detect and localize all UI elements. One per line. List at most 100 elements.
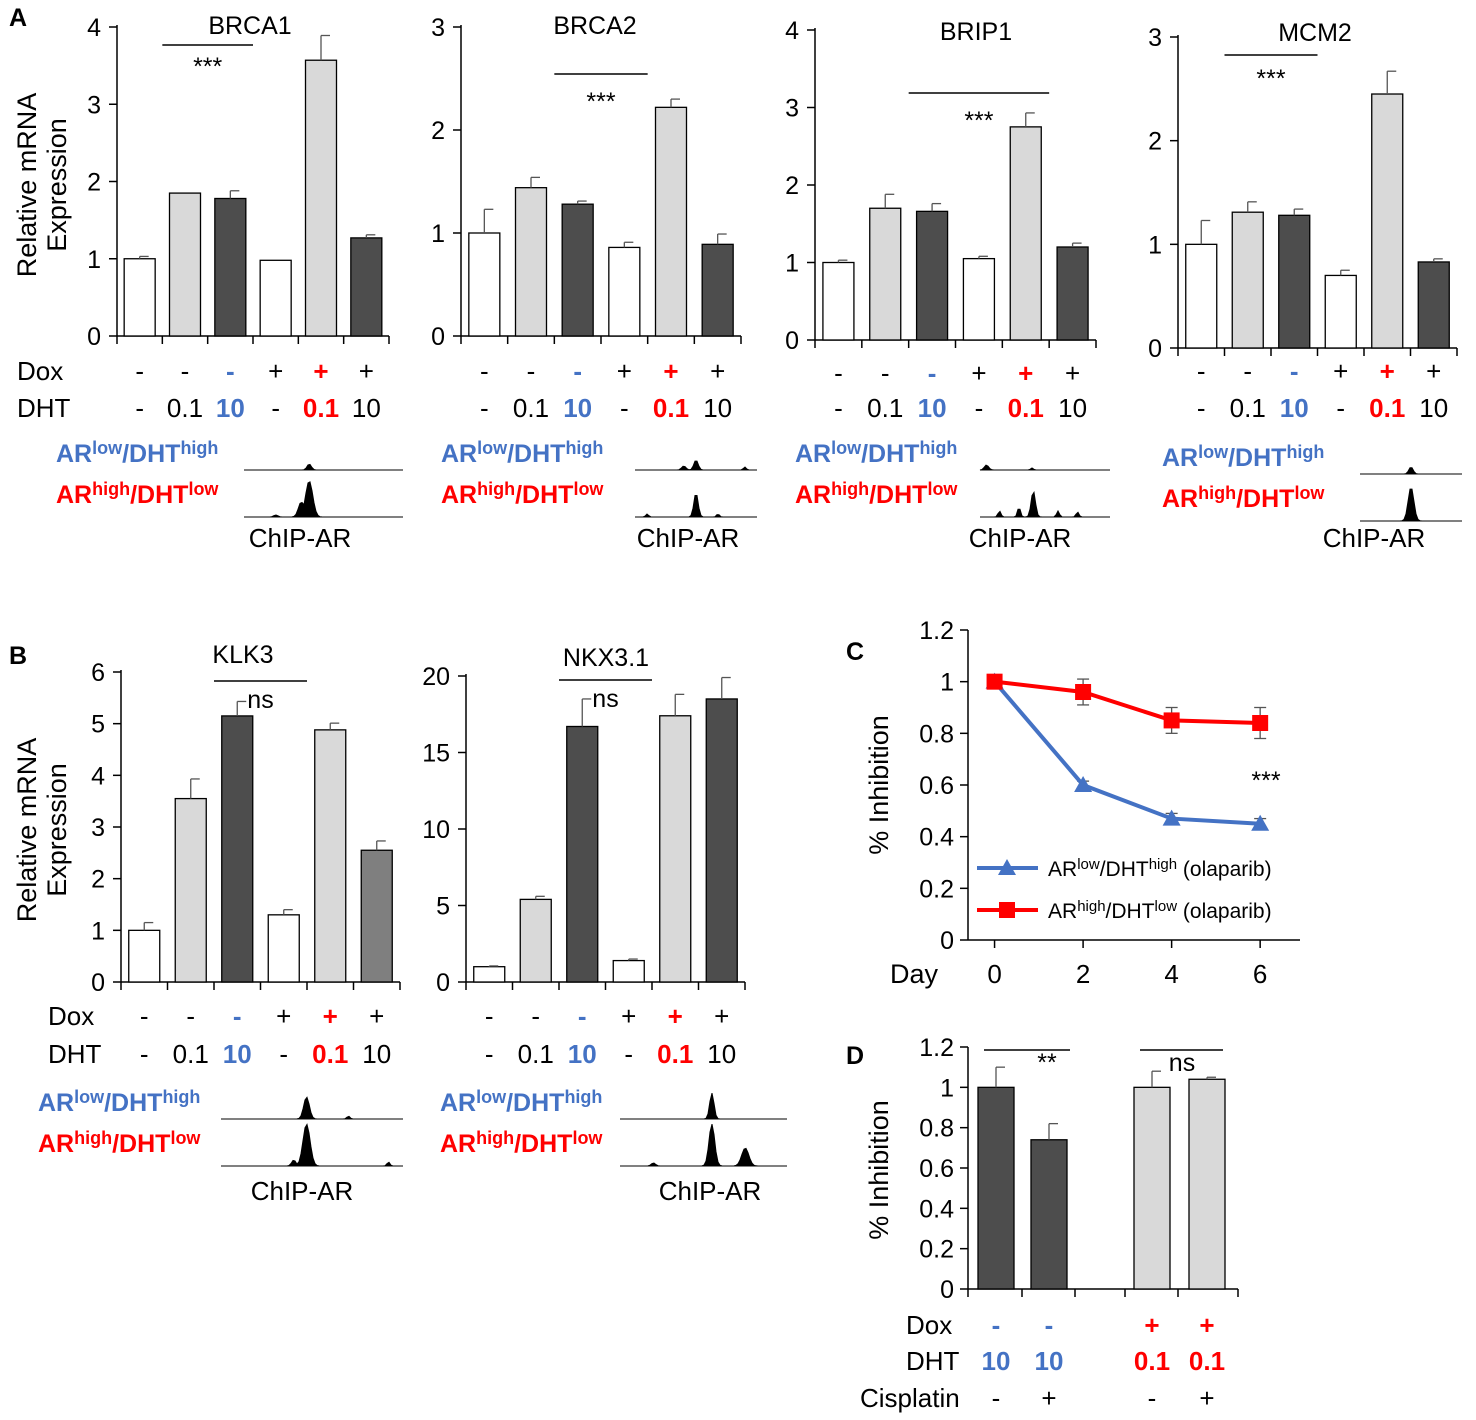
mcm2-significance-label: *** bbox=[1256, 65, 1285, 93]
chip-mcm2-track-low-label-sup1: low bbox=[1198, 442, 1229, 462]
chip-brca2-track-high-label: ARhigh/DHTlow bbox=[441, 479, 604, 509]
brip1-dht-5: 0.1 bbox=[1008, 393, 1044, 423]
chip-klk3-track-low-label-sup2: high bbox=[162, 1087, 200, 1107]
klk3-dht-5: 0.1 bbox=[312, 1039, 348, 1069]
bar-d-cisplatin-4: + bbox=[1199, 1383, 1214, 1413]
line-c-legend-part: low bbox=[1077, 856, 1100, 873]
klk3-bar-4 bbox=[267, 914, 300, 983]
chip-mcm2-track-high-label-base: AR bbox=[1162, 485, 1198, 513]
chip-nkx31-track-high-label-mid: /DHT bbox=[514, 1130, 572, 1158]
brip1-dox-4: + bbox=[971, 358, 986, 388]
brip1-dht-2: 0.1 bbox=[867, 393, 903, 423]
mcm2-dht-6: 10 bbox=[1419, 393, 1448, 423]
brca1-ytick-label: 3 bbox=[87, 91, 101, 119]
line-c-point-triangle bbox=[1162, 809, 1181, 826]
brip1-bar-3 bbox=[915, 210, 949, 341]
brca2-ytick-label: 2 bbox=[431, 117, 445, 145]
chip-klk3-track-low-label-mid: /DHT bbox=[104, 1089, 162, 1117]
nkx31-bar-3 bbox=[566, 725, 599, 983]
bar-d-dox-2: - bbox=[1045, 1310, 1054, 1340]
brip1-bar-2 bbox=[869, 207, 902, 341]
brip1-title: BRIP1 bbox=[940, 18, 1012, 46]
brca1-dht-1: - bbox=[135, 393, 144, 423]
chip-nkx31-track-high-label: ARhigh/DHTlow bbox=[440, 1128, 603, 1158]
brca1-bar-6 bbox=[350, 237, 383, 337]
brca2-ytick-label: 0 bbox=[431, 323, 445, 351]
chip-brca2-track-low-label-sup2: high bbox=[565, 438, 603, 458]
line-c-ytick-label: 0 bbox=[940, 927, 954, 955]
nkx31-dht-3: 10 bbox=[568, 1039, 597, 1069]
chip-brca1-track-high-label-sup2: low bbox=[188, 479, 219, 499]
brca2-title: BRCA2 bbox=[553, 12, 636, 40]
ylabel-b-line1: Relative mRNA bbox=[12, 738, 42, 923]
nkx31-dht-6: 10 bbox=[707, 1039, 736, 1069]
chip-brip1-track-high-label-sup1: high bbox=[831, 479, 869, 499]
brca2-bar-6 bbox=[701, 243, 734, 337]
brip1-ytick-label: 4 bbox=[785, 17, 799, 45]
brca2-dox-5: + bbox=[663, 356, 678, 386]
chip-mcm2-track-low-peaks bbox=[1360, 467, 1462, 475]
bar-d-dox-3: + bbox=[1144, 1310, 1159, 1340]
chip-brip1-track-low-label-sup2: high bbox=[919, 438, 957, 458]
brca1-bar-1 bbox=[123, 258, 156, 337]
brip1-bar-6 bbox=[1056, 246, 1089, 341]
mcm2-dox-1: - bbox=[1197, 356, 1206, 386]
bar-d-bar-3 bbox=[1133, 1086, 1171, 1290]
mcm2-title: MCM2 bbox=[1278, 19, 1352, 47]
chip-brip1-track-low-peaks bbox=[979, 464, 1110, 471]
chip-brip1-track-high-label-base: AR bbox=[795, 481, 831, 509]
brip1-dht-1: - bbox=[834, 393, 843, 423]
chip-brca1-track-high-label: ARhigh/DHTlow bbox=[56, 479, 219, 509]
chip-brca2-track-high-label-base: AR bbox=[441, 481, 477, 509]
chip-mcm2-chip-label: ChIP-AR bbox=[1323, 523, 1426, 553]
chip-klk3-track-low-label-sup1: low bbox=[74, 1087, 105, 1107]
brip1-dox-3: - bbox=[928, 358, 937, 388]
chip-mcm2-track-high-label-sup1: high bbox=[1198, 483, 1236, 503]
brca2-dht-4: - bbox=[620, 393, 629, 423]
ylabel-a-line1: Relative mRNA bbox=[12, 93, 42, 278]
chip-brip1-track-low-label-base: AR bbox=[795, 440, 831, 468]
brca1-dht-6: 10 bbox=[352, 393, 381, 423]
mcm2-dox-5: + bbox=[1380, 356, 1395, 386]
klk3-significance-label: ns bbox=[247, 686, 273, 714]
nkx31-ytick-label: 15 bbox=[422, 740, 450, 768]
chip-brip1-track-high-label-sup2: low bbox=[927, 479, 958, 499]
brca1-dox-3: - bbox=[226, 356, 235, 386]
chip-nkx31-track-high-label-base: AR bbox=[440, 1130, 476, 1158]
nkx31-dox-6: + bbox=[714, 1001, 729, 1031]
line-c-ytick-label: 1 bbox=[940, 669, 954, 697]
chip-mcm2-track-low-label-mid: /DHT bbox=[1228, 444, 1286, 472]
line-c-legend-part: low bbox=[1155, 898, 1178, 915]
chip-klk3-chip-label: ChIP-AR bbox=[251, 1176, 354, 1206]
klk3-dht-2: 0.1 bbox=[173, 1039, 209, 1069]
chip-brip1-track-high-label: ARhigh/DHTlow bbox=[795, 479, 958, 509]
line-c-xtick-label: 2 bbox=[1076, 959, 1090, 989]
mcm2-ytick-label: 1 bbox=[1148, 231, 1162, 259]
mcm2-dht-4: - bbox=[1336, 393, 1345, 423]
brca1-dht-5: 0.1 bbox=[303, 393, 339, 423]
nkx31-ytick-label: 5 bbox=[436, 893, 450, 921]
chip-brca2-track-high-label-mid: /DHT bbox=[515, 481, 573, 509]
chip-brca2-chip-label: ChIP-AR bbox=[637, 523, 740, 553]
chip-brca2-track-low-label-mid: /DHT bbox=[507, 440, 565, 468]
bar-d-ytick-label: 0 bbox=[940, 1276, 954, 1304]
chip-brca1-track-low-label-sup2: high bbox=[180, 438, 218, 458]
brip1-bar-5 bbox=[1009, 126, 1042, 341]
line-c-annotation: *** bbox=[1251, 767, 1280, 795]
brca2-dox-4: + bbox=[617, 356, 632, 386]
brca1-dox-6: + bbox=[359, 356, 374, 386]
chip-nkx31-track-low-peaks bbox=[620, 1092, 787, 1120]
line-c-legend-part: AR bbox=[1048, 900, 1077, 923]
line-c-legend-part: high bbox=[1077, 898, 1105, 915]
mcm2-bar-5 bbox=[1371, 93, 1404, 349]
brip1-dox-6: + bbox=[1065, 358, 1080, 388]
chip-brip1-chip-label: ChIP-AR bbox=[969, 523, 1072, 553]
chip-klk3-track-high-label-sup1: high bbox=[74, 1128, 112, 1148]
chip-klk3-track-high-label-base: AR bbox=[38, 1130, 74, 1158]
line-c-ytick-label: 0.4 bbox=[919, 824, 954, 852]
chip-nkx31-track-low-label-base: AR bbox=[440, 1089, 476, 1117]
nkx31-dox-2: - bbox=[531, 1001, 540, 1031]
brca1-ytick-label: 1 bbox=[87, 246, 101, 274]
nkx31-dox-4: + bbox=[621, 1001, 636, 1031]
